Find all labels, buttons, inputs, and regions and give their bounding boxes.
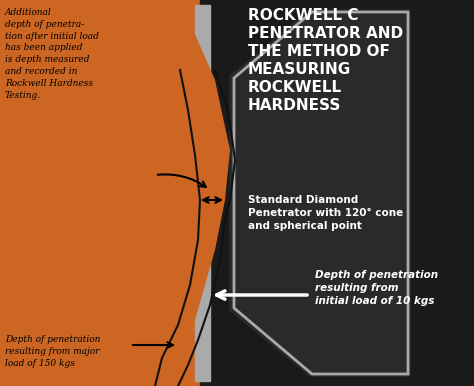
Text: Standard Diamond
Penetrator with 120° cone
and spherical point: Standard Diamond Penetrator with 120° co… <box>248 195 403 231</box>
Polygon shape <box>200 0 474 386</box>
Polygon shape <box>230 10 410 376</box>
Polygon shape <box>0 0 200 386</box>
Text: ROCKWELL C
PENETRATOR AND
THE METHOD OF
MEASURING
ROCKWELL
HARDNESS: ROCKWELL C PENETRATOR AND THE METHOD OF … <box>248 8 403 113</box>
Polygon shape <box>195 5 210 381</box>
Text: Depth of penetration
resulting from major
load of 150 kgs: Depth of penetration resulting from majo… <box>5 335 100 367</box>
Text: Additional
depth of penetra-
tion after initial load
has been applied
is depth m: Additional depth of penetra- tion after … <box>5 8 99 100</box>
Text: Depth of penetration
resulting from
initial load of 10 kgs: Depth of penetration resulting from init… <box>315 270 438 306</box>
PathPatch shape <box>0 0 230 386</box>
